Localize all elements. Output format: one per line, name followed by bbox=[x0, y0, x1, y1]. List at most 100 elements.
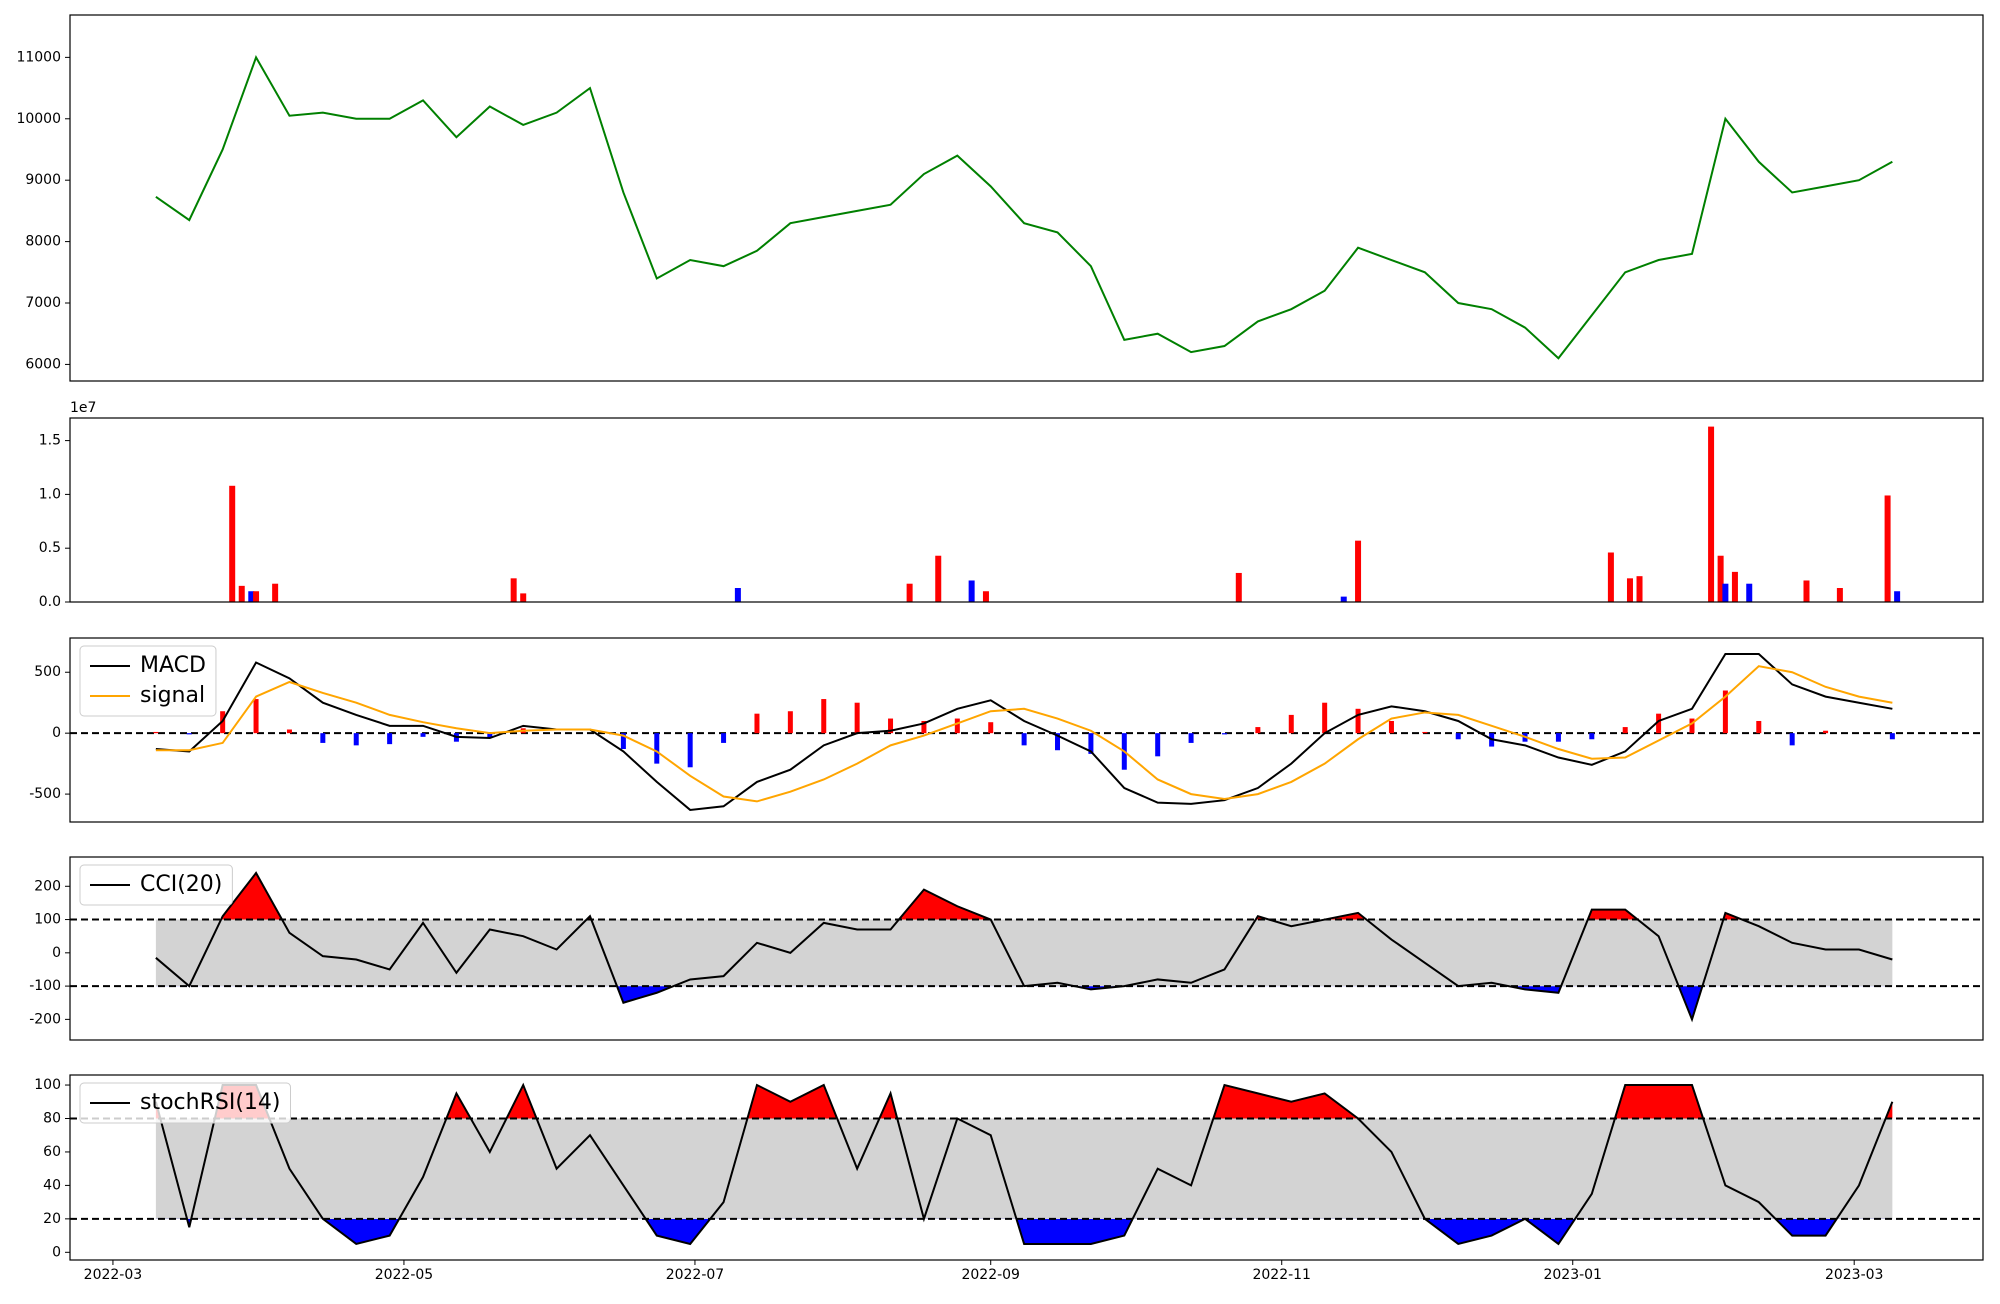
panel: 6000 7000 8000 9000 10000 11000 bbox=[16, 14, 1984, 382]
y-tick-label: 11000 bbox=[16, 49, 61, 65]
histogram-bar bbox=[754, 713, 760, 734]
plot-layer bbox=[229, 426, 1901, 602]
panel: 0.0 0.5 1.0 1.5 1e7 bbox=[39, 400, 1984, 610]
legend-box bbox=[79, 864, 233, 906]
histogram-bar bbox=[1188, 733, 1194, 743]
y-tick-label: 0 bbox=[52, 725, 61, 741]
y-tick-label: 6000 bbox=[25, 356, 61, 372]
volume-bar bbox=[238, 585, 245, 602]
y-tick-label: 100 bbox=[34, 912, 61, 928]
x-tick-label: 2023-03 bbox=[1825, 1267, 1884, 1283]
volume-bar bbox=[520, 593, 527, 602]
y-tick-label: 0 bbox=[52, 1244, 61, 1260]
histogram-bar bbox=[787, 711, 793, 734]
histogram-bar bbox=[1088, 733, 1094, 754]
volume-bar bbox=[1708, 426, 1715, 602]
histogram-bar bbox=[821, 699, 827, 734]
axis-offset: 1e7 bbox=[70, 400, 96, 416]
y-tick-label: 7000 bbox=[25, 295, 61, 311]
histogram-bar bbox=[353, 733, 359, 746]
legend-box bbox=[79, 1082, 291, 1124]
histogram-bar bbox=[1622, 727, 1628, 734]
legend: stochRSI(14) bbox=[79, 1082, 291, 1124]
series-line bbox=[155, 665, 1893, 803]
volume-bar bbox=[510, 578, 517, 602]
histogram-bar bbox=[420, 733, 426, 737]
plot-area bbox=[70, 418, 1983, 602]
y-tick-label: 20 bbox=[43, 1211, 61, 1227]
series-line bbox=[155, 871, 1893, 1023]
panel: -500 0 500 MACD signal bbox=[29, 637, 1984, 823]
volume-bar bbox=[734, 588, 741, 602]
series-line bbox=[155, 652, 1893, 811]
y-tick-label: 100 bbox=[34, 1077, 61, 1093]
volume-bar bbox=[1235, 572, 1242, 602]
volume-bar bbox=[248, 591, 255, 602]
histogram-bar bbox=[921, 720, 927, 734]
plot-layer bbox=[70, 652, 1983, 811]
volume-bar bbox=[1803, 580, 1810, 602]
histogram-bar bbox=[320, 733, 326, 743]
legend: MACD signal bbox=[79, 645, 217, 717]
y-tick-label: -100 bbox=[29, 978, 61, 994]
y-tick-label: 60 bbox=[43, 1144, 61, 1160]
histogram-bar bbox=[253, 699, 259, 734]
histogram-bar bbox=[1722, 690, 1728, 734]
plot-layer bbox=[70, 1082, 1983, 1246]
plot-frame bbox=[69, 417, 1984, 603]
plot-frame bbox=[69, 856, 1984, 1041]
histogram-bar bbox=[1021, 733, 1027, 746]
histogram-bar bbox=[888, 718, 894, 734]
histogram-bar bbox=[487, 733, 493, 739]
y-tick-label: 0.5 bbox=[39, 540, 61, 556]
histogram-bar bbox=[1455, 733, 1461, 740]
legend-label: CCI(20) bbox=[140, 872, 222, 897]
volume-bar bbox=[1722, 583, 1729, 602]
histogram-bar bbox=[1689, 718, 1695, 734]
y-tick-label: 1.5 bbox=[39, 433, 61, 449]
histogram-bar bbox=[1388, 720, 1394, 734]
y-tick-label: 500 bbox=[34, 664, 61, 680]
histogram-bar bbox=[1355, 708, 1361, 734]
legend-label: signal bbox=[140, 683, 205, 708]
plot-frame bbox=[69, 1074, 1984, 1261]
legend: CCI(20) bbox=[79, 864, 233, 906]
histogram-bar bbox=[1422, 731, 1428, 734]
volume-bar bbox=[982, 591, 989, 602]
volume-bar bbox=[1746, 583, 1753, 602]
plot-area bbox=[70, 15, 1983, 381]
volume-bar bbox=[1836, 588, 1843, 602]
plot-layer bbox=[155, 55, 1893, 360]
histogram-bar bbox=[1889, 733, 1895, 740]
legend-box bbox=[79, 645, 217, 717]
series-line bbox=[154, 1082, 1894, 1246]
legend-label: MACD bbox=[140, 653, 206, 678]
histogram-bar bbox=[1055, 733, 1061, 751]
histogram-bar bbox=[1589, 733, 1595, 740]
histogram-bar bbox=[620, 733, 626, 750]
histogram-bar bbox=[721, 733, 727, 743]
volume-bar bbox=[1626, 578, 1633, 602]
histogram-bar bbox=[153, 731, 159, 734]
histogram-bar bbox=[1255, 727, 1261, 734]
y-tick-label: 1.0 bbox=[39, 486, 61, 502]
x-tick-label: 2022-09 bbox=[961, 1267, 1020, 1283]
below-fill bbox=[155, 1218, 1893, 1244]
y-tick-label: 200 bbox=[34, 878, 61, 894]
histogram-bar bbox=[654, 733, 660, 764]
volume-bar bbox=[229, 485, 236, 602]
plot-frame bbox=[69, 14, 1984, 382]
y-tick-label: 8000 bbox=[25, 234, 61, 250]
neutral-band bbox=[155, 919, 1893, 987]
histogram-bar bbox=[286, 729, 292, 734]
volume-bar bbox=[1884, 495, 1891, 602]
plot-area bbox=[70, 638, 1983, 822]
panel: 0 20 40 60 80 100 2022-03 2022-05 2022-07 2022-09… bbox=[34, 1074, 1984, 1283]
x-tick-label: 2022-03 bbox=[84, 1267, 143, 1283]
volume-bar bbox=[1607, 552, 1614, 602]
histogram-bar bbox=[1322, 702, 1328, 734]
volume-bar bbox=[1355, 540, 1362, 602]
volume-bar bbox=[968, 580, 975, 602]
